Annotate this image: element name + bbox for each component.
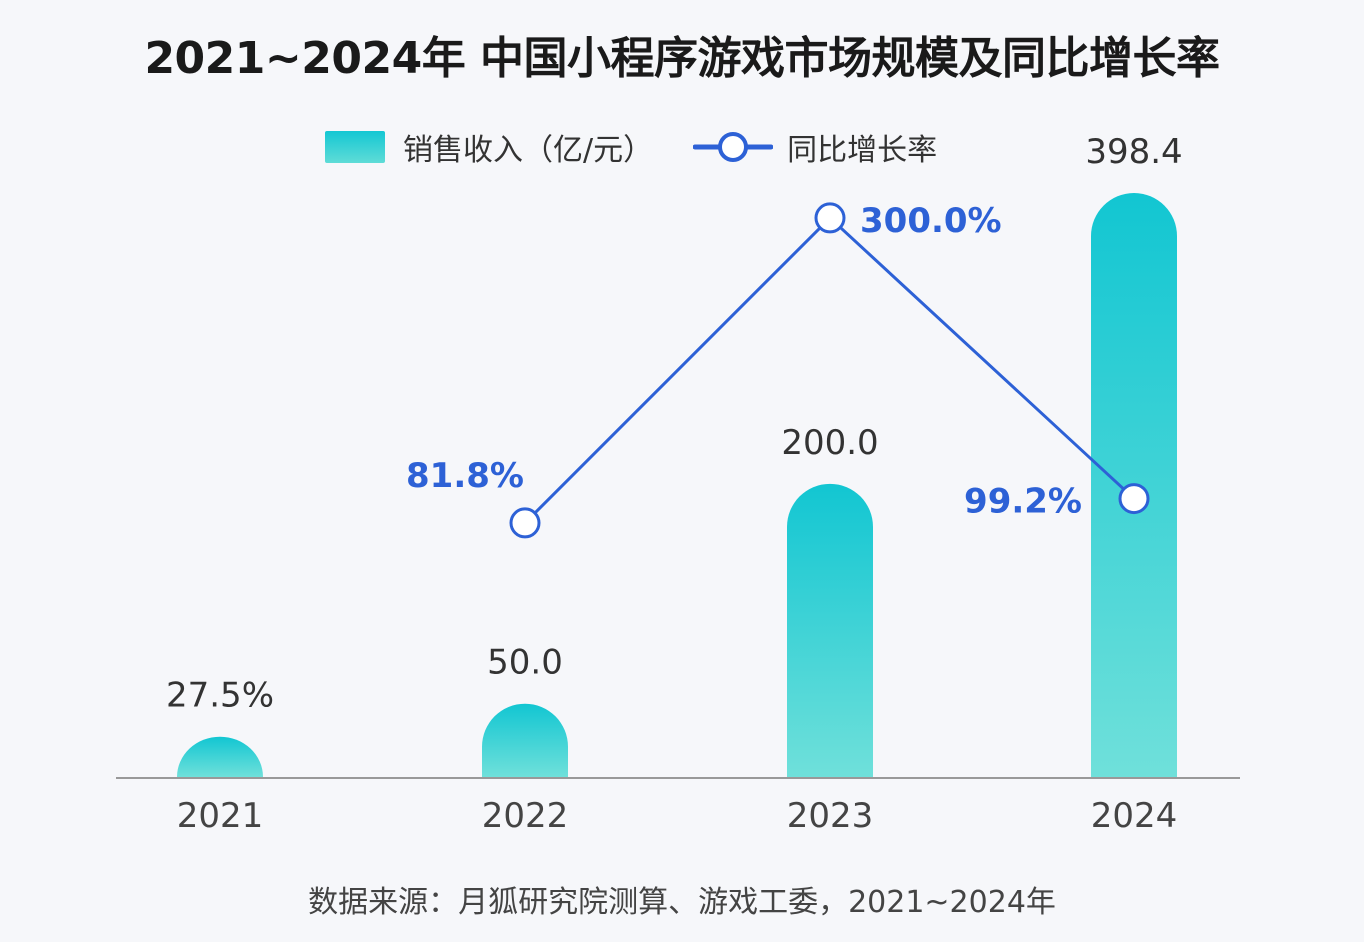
x-tick-label-2021: 2021 bbox=[177, 796, 264, 836]
growth-rate-point-2022 bbox=[509, 507, 541, 539]
bar-value-label-2023: 200.0 bbox=[781, 423, 878, 463]
legend: 销售收入（亿/元） 同比增长率 bbox=[325, 122, 937, 172]
growth-rate-point-2023 bbox=[814, 202, 846, 234]
growth-rate-point-2024 bbox=[1118, 483, 1150, 515]
legend-line-swatch bbox=[693, 132, 774, 162]
x-tick-label-2023: 2023 bbox=[787, 796, 874, 836]
growth-rate-line bbox=[523, 215, 1136, 524]
legend-bar-swatch bbox=[325, 131, 385, 163]
source-note: 数据来源：月狐研究院测算、游戏工委，2021~2024年 bbox=[308, 885, 1056, 920]
legend-line-label: 同比增长率 bbox=[787, 133, 938, 168]
growth-rate-label-2023: 300.0% bbox=[860, 201, 1002, 241]
x-tick-label-2022: 2022 bbox=[482, 796, 569, 836]
chart-title: 2021~2024年 中国小程序游戏市场规模及同比增长率 bbox=[144, 33, 1220, 84]
growth-rate-label-2022: 81.8% bbox=[406, 456, 524, 496]
growth-rate-label-2024: 99.2% bbox=[964, 482, 1082, 522]
bar-value-label-2022: 50.0 bbox=[487, 643, 563, 683]
x-tick-label-2024: 2024 bbox=[1091, 796, 1178, 836]
bar-2023 bbox=[787, 483, 873, 777]
bar-2022 bbox=[482, 703, 568, 777]
bar-2021 bbox=[177, 736, 263, 777]
legend-bar-label: 销售收入（亿/元） bbox=[403, 133, 654, 168]
bar-value-label-2024: 398.4 bbox=[1085, 132, 1182, 172]
bar-value-label-2021: 27.5% bbox=[166, 676, 274, 716]
